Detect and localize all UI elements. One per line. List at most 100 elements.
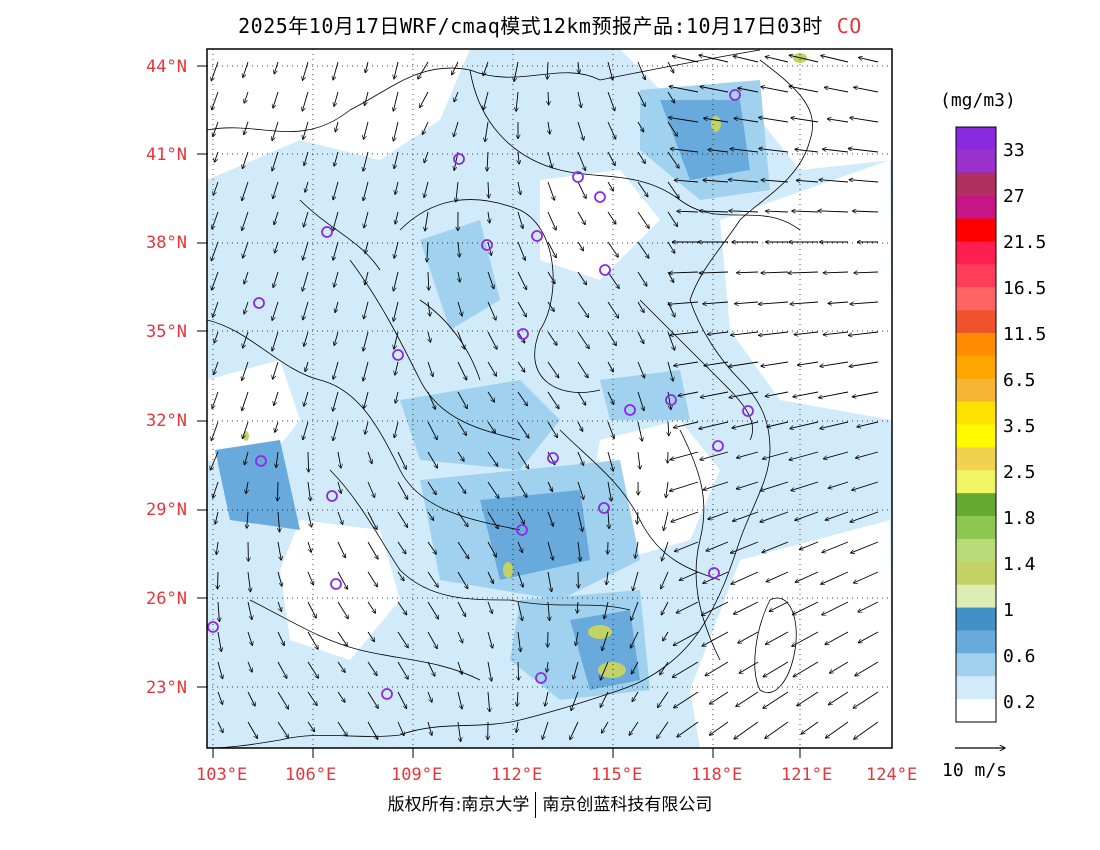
wind-arrow [823,149,849,153]
wind-arrow [547,61,548,79]
wind-arrow [820,421,849,429]
wind-arrow [242,211,249,231]
wind-arrow [487,421,495,433]
wind-arrow [303,121,309,139]
wind-arrow [761,361,789,366]
colorbar-label: 1.8 [1003,508,1036,529]
colorbar-label: 1 [1003,600,1014,621]
wind-arrow [736,481,759,489]
wind-arrow [457,721,461,742]
lon-label: 112°E [491,765,543,785]
wind-arrow [518,151,519,164]
wind-arrow [487,571,494,584]
wind-arrow [427,451,438,468]
wind-arrow [637,301,644,313]
wind-arrow [669,272,699,273]
wind-arrow [278,481,279,501]
wind-arrow [367,661,377,676]
wind-arrow [658,691,669,708]
wind-arrow [759,149,789,153]
wind-arrow [363,331,369,351]
wind-arrow [852,391,879,397]
wind-arrow [709,691,729,704]
wind-arrow [213,181,219,195]
city-marker [392,349,404,361]
wind-arrow [487,391,495,402]
wind-arrow [305,181,309,192]
wind-arrow [394,151,399,169]
wind-arrow [303,241,309,260]
colorbar-swatch [956,218,996,242]
colorbar-label: 3.5 [1003,416,1036,437]
wind-arrow [243,331,249,348]
wind-arrow [247,571,251,592]
wind-arrow [733,511,759,521]
wind-arrow [606,571,608,585]
wind-arrow [767,421,789,427]
wind-arrow [218,601,219,622]
wind-arrow [854,272,879,273]
wind-arrow [517,241,525,260]
wind-arrow [367,511,377,529]
wind-arrow [367,451,372,464]
wind-arrow [547,151,552,168]
wind-arrow [739,661,759,673]
wind-arrow [737,451,759,458]
wind-arrow [577,601,578,613]
wind-arrow [666,481,668,498]
lon-label: 103°E [196,765,248,785]
wind-arrow [672,661,699,677]
wind-arrow [427,481,436,495]
wind-arrow [629,721,639,735]
wind-arrow [670,331,699,335]
wind-arrow [661,571,669,589]
map-title-text: 2025年10月17日WRF/cmaq模式12km预报产品:10月17日03时 [238,14,823,38]
wind-arrow [819,180,849,183]
colorbar-swatch [956,332,996,357]
wind-arrow [608,511,609,529]
wind-arrow [215,511,219,524]
wind-arrow [458,241,460,257]
wind-arrow [307,661,318,678]
wind-arrow [796,180,819,182]
reference-vector-label: 10 m/s [942,760,1008,781]
wind-arrow [275,241,279,253]
wind-arrow [427,601,439,619]
colorbar-frame [955,126,997,723]
wind-arrow [397,511,408,527]
colorbar-swatch [956,241,996,265]
city-marker [742,405,754,417]
wind-arrow [600,691,609,707]
wind-arrow [488,181,489,198]
wind-arrow [272,301,279,320]
wind-arrow [217,721,223,733]
wind-arrow [858,601,879,612]
colorbar-swatch [956,699,996,723]
wind-arrow [244,121,249,135]
wind-arrow [637,151,645,164]
wind-arrow [487,511,498,529]
colorbar-swatch [956,538,996,563]
wind-arrow [547,241,556,258]
colorbar-swatch [956,516,996,540]
wind-arrow [729,211,759,212]
wind-arrow [607,61,613,80]
wind-arrow [274,211,279,225]
wind-arrow [675,541,699,552]
city-marker [547,452,559,464]
wind-arrow [577,421,583,431]
wind-arrow [799,541,819,550]
wind-arrow [211,61,219,81]
wind-arrow [818,211,849,212]
copyright: 版权所有:南京大学 南京创蓝科技有限公司 [0,790,1100,818]
colorbar-label: 0.6 [1003,646,1036,667]
wind-arrow [763,691,789,708]
wind-arrow [824,87,849,93]
lat-label: 29°N [146,500,187,520]
wind-arrow [791,481,819,491]
wind-arrow [761,87,789,93]
wind-arrow [823,451,849,459]
wind-arrow [663,631,669,641]
wind-arrow [487,541,496,557]
colorbar-swatch [956,607,996,631]
